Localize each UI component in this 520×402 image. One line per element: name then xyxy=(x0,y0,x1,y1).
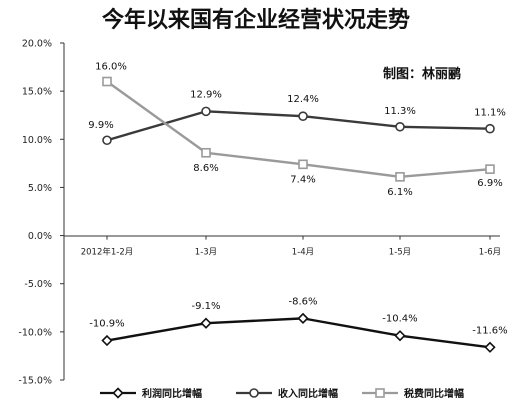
data-label: 7.4% xyxy=(290,174,315,185)
data-point xyxy=(201,147,211,158)
data-point xyxy=(485,123,495,134)
data-label: -8.6% xyxy=(288,296,317,307)
data-point xyxy=(200,317,212,329)
series-layer: -10.9% -9.1% -8.6% -10.4% -11.6% 9.9% 12.9% 12.… xyxy=(88,62,508,353)
chart-credit: 制图：林丽鹂 xyxy=(383,66,461,82)
data-label: 6.1% xyxy=(387,187,412,198)
series-0: -10.9% -9.1% -8.6% -10.4% -11.6% xyxy=(89,296,508,353)
data-label: -9.1% xyxy=(191,301,220,312)
y-tick-label: 15.0% xyxy=(22,87,52,98)
series-2: 16.0% 8.6% 7.4% 6.1% 6.9% xyxy=(95,62,503,198)
legend-label: 税费同比增幅 xyxy=(404,387,464,400)
x-tick-label: 1-4月 xyxy=(292,248,314,258)
legend-label: 收入同比增幅 xyxy=(278,387,338,400)
y-tick-label: -15.0% xyxy=(18,376,52,387)
data-point xyxy=(484,341,496,353)
x-tick-label: 1-3月 xyxy=(195,248,217,258)
legend: 利润同比增幅 收入同比增幅 税费同比增幅 xyxy=(100,387,464,400)
data-point xyxy=(394,330,406,342)
data-label: 6.9% xyxy=(477,178,502,189)
data-label: 11.3% xyxy=(384,106,416,117)
y-tick-label: 10.0% xyxy=(22,135,52,146)
data-label: 16.0% xyxy=(95,62,127,73)
series-line xyxy=(106,317,491,349)
series-1: 9.9% 12.9% 12.4% 11.3% 11.1% xyxy=(88,89,506,146)
data-label: 12.9% xyxy=(190,89,222,100)
data-label: -10.4% xyxy=(382,314,417,325)
data-label: 12.4% xyxy=(287,94,319,105)
data-point xyxy=(297,312,309,325)
y-tick-label: 0.0% xyxy=(28,231,52,242)
legend-swatch-marker xyxy=(375,388,385,398)
x-tick-label: 1-6月 xyxy=(479,248,501,258)
data-point xyxy=(102,76,112,87)
x-tick-label: 2012年1-2月 xyxy=(81,247,134,258)
legend-label: 利润同比增幅 xyxy=(142,387,202,400)
legend-item: 收入同比增幅 xyxy=(236,387,338,400)
y-tick-label: 20.0% xyxy=(22,39,52,50)
legend-swatch-marker xyxy=(249,388,259,398)
data-point xyxy=(395,172,405,182)
data-point xyxy=(298,159,308,170)
legend-swatch-marker xyxy=(112,387,124,399)
data-point xyxy=(298,111,308,121)
data-label: 11.1% xyxy=(474,108,506,119)
y-tick-label: 5.0% xyxy=(28,183,52,194)
data-label: -11.6% xyxy=(472,325,507,336)
data-point xyxy=(101,334,113,347)
data-label: 8.6% xyxy=(193,163,218,174)
legend-item: 利润同比增幅 xyxy=(100,387,202,400)
legend-item: 税费同比增幅 xyxy=(362,387,464,400)
data-point xyxy=(102,135,112,146)
data-point xyxy=(395,121,405,132)
y-tick-label: -5.0% xyxy=(24,279,52,290)
x-axis-ticks: 2012年1-2月 1-3月 1-4月 1-5月 1-6月 xyxy=(81,235,501,258)
data-label: 9.9% xyxy=(88,120,113,131)
chart-title: 今年以来国有企业经营状况走势 xyxy=(102,7,410,33)
x-tick-label: 1-5月 xyxy=(389,248,411,258)
data-point xyxy=(201,106,211,117)
y-axis-ticks: 20.0% 15.0% 10.0% 5.0% 0.0% -5.0% -10.0% -15.0% xyxy=(18,39,64,387)
data-point xyxy=(485,164,495,174)
y-tick-label: -10.0% xyxy=(18,327,52,338)
data-label: -10.9% xyxy=(89,319,124,330)
